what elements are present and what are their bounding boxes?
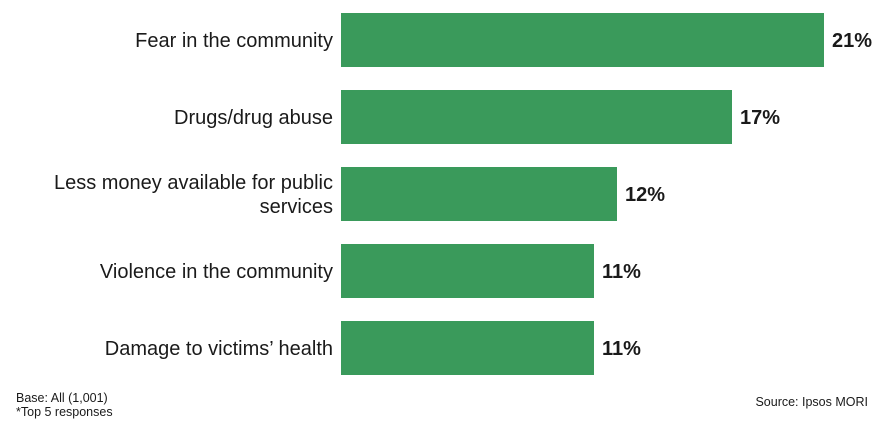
- bar-3: [341, 244, 594, 298]
- bar-0: [341, 13, 824, 67]
- value-label-0: 21%: [832, 30, 872, 52]
- category-label-0: Fear in the community: [135, 30, 333, 52]
- base-note: Base: All (1,001): [16, 391, 108, 405]
- bar-2: [341, 167, 617, 221]
- bar-4: [341, 321, 594, 375]
- value-label-1: 17%: [740, 107, 780, 129]
- category-label-1: Drugs/drug abuse: [174, 107, 333, 129]
- footnote: Base: All (1,001) *Top 5 responses: [16, 391, 113, 419]
- value-label-3: 11%: [602, 261, 641, 283]
- top-responses-note: *Top 5 responses: [16, 405, 113, 419]
- category-label-2-line-1: services: [260, 196, 333, 218]
- value-label-2: 12%: [625, 184, 665, 206]
- category-label-3: Violence in the community: [100, 261, 333, 283]
- bar-chart: 21% Fear in the community 17% Drugs/drug ab…: [54, 13, 872, 375]
- source-note: Source: Ipsos MORI: [755, 395, 868, 409]
- category-label-2-line-0: Less money available for public: [54, 172, 333, 194]
- value-label-4: 11%: [602, 338, 641, 360]
- category-label-4: Damage to victims’ health: [105, 338, 333, 360]
- bar-1: [341, 90, 732, 144]
